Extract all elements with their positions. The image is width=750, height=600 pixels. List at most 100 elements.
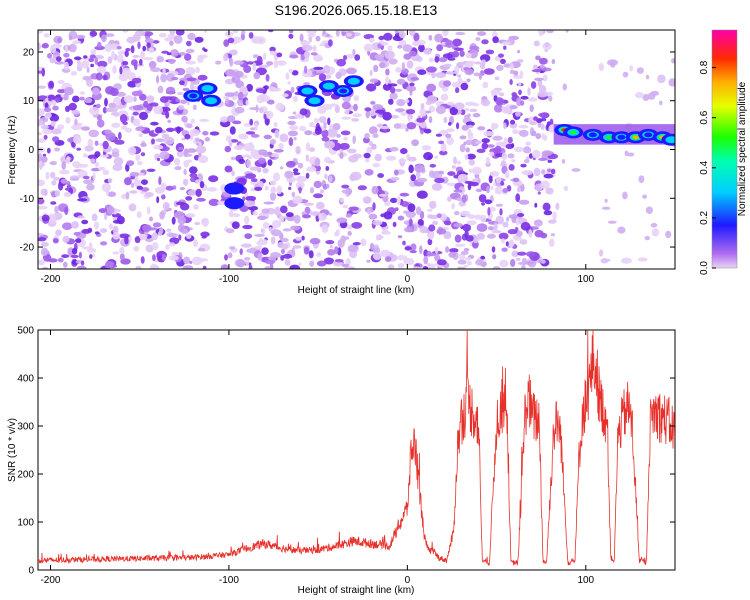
noise-blob	[665, 230, 672, 239]
noise-blob	[288, 68, 294, 74]
noise-blob	[495, 203, 504, 207]
noise-blob	[513, 70, 519, 76]
noise-blob	[189, 260, 193, 264]
noise-blob	[143, 57, 154, 61]
noise-blob	[427, 238, 433, 246]
noise-blob	[125, 191, 130, 200]
noise-blob	[388, 58, 398, 65]
noise-blob	[173, 158, 181, 166]
noise-blob	[532, 149, 541, 159]
noise-blob	[229, 57, 234, 67]
noise-blob	[474, 61, 482, 65]
noise-blob	[74, 34, 86, 39]
noise-blob	[199, 118, 210, 122]
noise-blob	[156, 75, 160, 84]
noise-blob	[254, 122, 258, 131]
y-tick-label: 100	[17, 518, 34, 529]
noise-blob	[434, 155, 439, 159]
noise-blob	[276, 185, 283, 195]
noise-blob	[518, 199, 530, 205]
noise-blob	[112, 251, 120, 255]
noise-blob	[281, 248, 285, 254]
noise-blob	[166, 228, 172, 232]
noise-blob	[485, 156, 491, 166]
noise-blob	[108, 223, 113, 230]
noise-blob	[322, 30, 326, 35]
noise-blob	[493, 182, 497, 186]
noise-blob	[165, 185, 174, 191]
noise-blob	[423, 152, 434, 161]
noise-blob	[335, 71, 342, 80]
noise-blob	[475, 37, 481, 41]
noise-blob	[377, 43, 382, 49]
noise-blob	[369, 78, 379, 83]
noise-blob	[377, 173, 384, 178]
noise-blob	[440, 143, 447, 152]
noise-blob	[437, 259, 447, 266]
noise-blob	[305, 154, 309, 162]
noise-blob	[220, 116, 229, 123]
noise-blob	[454, 102, 465, 110]
noise-blob	[381, 229, 389, 235]
noise-blob	[111, 50, 116, 60]
noise-blob	[379, 193, 387, 197]
noise-blob	[232, 36, 242, 44]
noise-blob	[365, 158, 370, 163]
noise-blob	[247, 156, 253, 160]
noise-blob	[195, 188, 202, 197]
noise-blob	[379, 62, 386, 69]
noise-blob	[197, 247, 206, 252]
noise-blob	[59, 169, 70, 175]
noise-blob	[466, 153, 476, 160]
noise-blob	[298, 262, 302, 266]
noise-blob	[274, 129, 280, 139]
noise-blob	[326, 128, 338, 138]
feature-mid	[308, 97, 321, 105]
snr-line	[37, 329, 676, 566]
noise-blob	[61, 222, 73, 230]
noise-blob	[372, 162, 381, 168]
noise-blob	[483, 68, 495, 75]
noise-blob	[324, 173, 328, 180]
noise-blob	[627, 152, 635, 157]
noise-blob	[313, 180, 322, 189]
noise-blob	[279, 215, 285, 223]
noise-blob	[155, 126, 163, 134]
noise-blob	[397, 262, 405, 269]
noise-blob	[184, 53, 192, 61]
noise-blob	[495, 176, 502, 183]
noise-blob	[480, 255, 486, 260]
noise-blob	[319, 189, 325, 194]
noise-blob	[143, 100, 149, 108]
feature-mid	[301, 87, 314, 95]
noise-blob	[54, 190, 60, 197]
noise-blob	[136, 211, 142, 219]
noise-blob	[264, 110, 274, 119]
noise-blob	[465, 52, 472, 59]
noise-blob	[460, 82, 469, 91]
noise-blob	[455, 87, 460, 94]
feature-inner	[644, 132, 653, 138]
noise-blob	[501, 238, 506, 244]
colorbar-tick-label: 0.0	[699, 261, 710, 275]
noise-blob	[65, 156, 71, 164]
noise-blob	[269, 180, 277, 186]
noise-blob	[242, 224, 253, 230]
noise-blob	[396, 196, 401, 205]
snr-ylabel: SNR (10 * v/v)	[7, 418, 18, 482]
noise-blob	[398, 31, 406, 39]
noise-blob	[377, 123, 382, 128]
noise-blob	[178, 104, 185, 110]
noise-blob	[180, 99, 187, 105]
noise-blob	[351, 222, 363, 229]
noise-blob	[387, 45, 393, 51]
noise-blob	[549, 238, 555, 247]
noise-blob	[241, 30, 246, 35]
figure-title: S196.2026.065.15.18.E13	[275, 2, 438, 18]
noise-blob	[224, 92, 236, 97]
noise-blob	[41, 214, 50, 222]
noise-blob	[227, 37, 235, 44]
noise-blob	[171, 77, 179, 81]
noise-blob	[453, 189, 463, 193]
noise-blob	[414, 164, 426, 173]
